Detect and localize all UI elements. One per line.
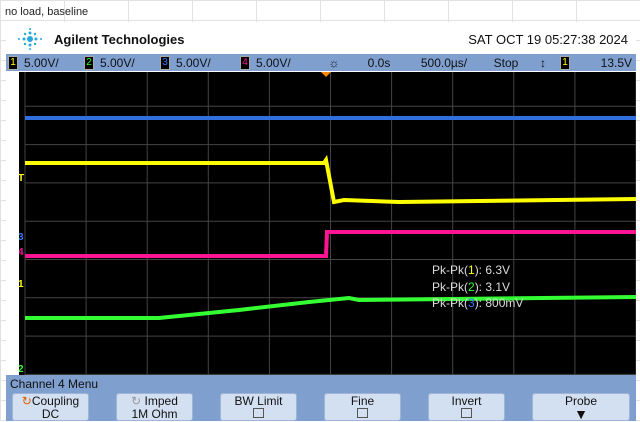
channel-menu: Channel 4 Menu ↻Coupling DC ↻ Imped 1M Ohm… [6, 375, 636, 421]
ch3-badge[interactable]: 3 [160, 55, 170, 70]
trigger-level-marker: T [19, 173, 24, 184]
brand: Agilent Technologies [16, 28, 185, 50]
ch1-trace [25, 154, 636, 205]
brand-name: Agilent Technologies [54, 31, 185, 47]
ch1-ground-marker: 1 [19, 279, 24, 290]
ch4-ground-marker: 4 [19, 247, 24, 258]
trigger-level: 13.5V [600, 55, 632, 70]
menu-title: Channel 4 Menu [10, 377, 99, 391]
probe-button[interactable]: Probe ▼ [532, 393, 630, 421]
measurement-pkpk-3: Pk-Pk(3): 800mV [432, 296, 523, 310]
oscilloscope-screenshot: Agilent Technologies SAT OCT 19 05:27:38… [6, 22, 636, 421]
ch4-scale: 5.00V/ [256, 55, 291, 70]
imped-button[interactable]: ↻ Imped 1M Ohm [116, 393, 193, 421]
bw-limit-button[interactable]: BW Limit [220, 393, 297, 421]
delay: 0.0s [367, 55, 391, 70]
invert-label: Invert [451, 394, 482, 408]
bw-limit-label: BW Limit [234, 394, 283, 408]
invert-button[interactable]: Invert [428, 393, 505, 421]
ch2-badge[interactable]: 2 [84, 55, 94, 70]
ch1-scale: 5.00V/ [24, 55, 59, 70]
bw-limit-checkbox[interactable] [253, 408, 264, 418]
acquire-sun-icon: ☼ [328, 55, 340, 70]
ch4-badge[interactable]: 4 [240, 55, 250, 70]
timebase: 500.0µs/ [420, 55, 468, 70]
trigger-channel-badge: 1 [560, 55, 570, 70]
status-bar: 1 5.00V/ 2 5.00V/ 3 5.00V/ 4 5.00V/ ☼ 0.0s 5… [6, 54, 636, 71]
imped-value: 1M Ohm [131, 407, 178, 421]
rotate-knob-icon: ↻ [21, 394, 32, 408]
imped-label: Imped [144, 394, 178, 408]
measurement-pkpk-2: Pk-Pk(2): 3.1V [432, 280, 510, 294]
invert-checkbox[interactable] [461, 408, 472, 418]
ch3-scale: 5.00V/ [176, 55, 211, 70]
coupling-button[interactable]: ↻Coupling DC [12, 393, 89, 421]
rotate-knob-icon: ↻ [131, 394, 142, 408]
agilent-spark-logo-icon [18, 28, 42, 50]
coupling-label: Coupling [31, 394, 80, 408]
ch2-trace [25, 295, 636, 320]
waveform-display: T 3 4 1 2 Pk-Pk(1): 6.3V Pk-Pk(2): 3.1V … [19, 72, 636, 375]
submenu-arrow-down-icon: ▼ [574, 406, 588, 422]
measurement-pkpk-1: Pk-Pk(1): 6.3V [432, 263, 510, 277]
ch3-ground-marker: 3 [19, 232, 24, 243]
ch2-ground-marker: 2 [19, 364, 24, 375]
ch4-trace [25, 230, 636, 258]
fine-label: Fine [350, 394, 375, 408]
run-state: Stop [493, 55, 519, 70]
trigger-slope-icon: ↕ [540, 55, 546, 70]
datetime: SAT OCT 19 05:27:38 2024 [468, 32, 628, 47]
ch1-badge[interactable]: 1 [8, 55, 18, 70]
probe-label: Probe [564, 394, 598, 408]
ch2-scale: 5.00V/ [100, 55, 135, 70]
coupling-value: DC [41, 407, 60, 421]
fine-button[interactable]: Fine [324, 393, 401, 421]
fine-checkbox[interactable] [357, 408, 368, 418]
cell-text[interactable]: no load, baseline [5, 6, 89, 18]
trigger-position-marker [321, 72, 331, 77]
